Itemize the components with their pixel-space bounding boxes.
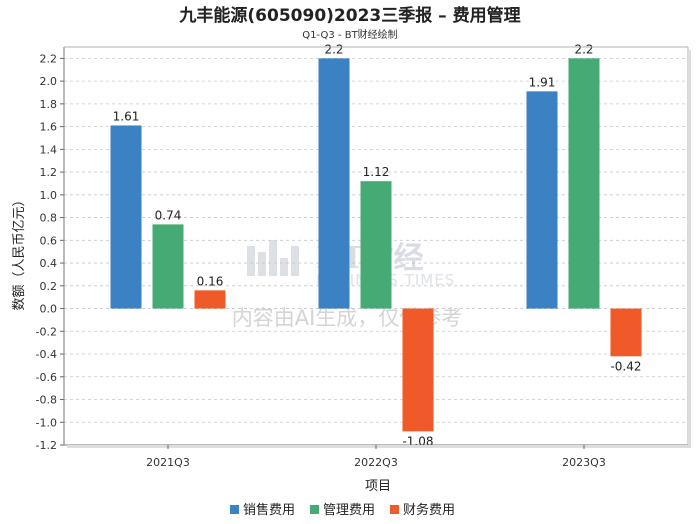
data-labels: 1.610.740.162.21.12-1.081.912.2-0.42 <box>113 42 642 448</box>
bars <box>110 58 642 432</box>
watermark-logo-mark <box>247 240 299 276</box>
y-tick-label: -0.4 <box>36 348 57 361</box>
data-label: 1.61 <box>113 109 140 123</box>
chart-title: 九丰能源(605090)2023三季报 – 费用管理 <box>178 5 520 26</box>
legend-swatch <box>390 505 399 514</box>
legend-label: 财务费用 <box>403 502 455 518</box>
y-tick-label: 0.0 <box>40 303 58 316</box>
data-label: -0.42 <box>610 359 641 373</box>
plot-shadow-right <box>688 50 691 448</box>
bar <box>610 308 642 357</box>
y-tick-label: -0.2 <box>36 325 57 338</box>
data-label: 0.16 <box>197 274 224 288</box>
plot-shadow-bottom <box>67 445 691 448</box>
data-label: 1.91 <box>529 75 556 89</box>
x-tick-label: 2022Q3 <box>354 456 398 469</box>
y-tick-label: 2.0 <box>40 75 58 88</box>
y-tick-label: -0.8 <box>36 394 57 407</box>
x-tick-label: 2021Q3 <box>146 456 190 469</box>
y-tick-label: -1.2 <box>36 439 57 452</box>
y-tick-label: 1.8 <box>40 98 58 111</box>
data-label: 2.2 <box>324 42 343 56</box>
x-tick-label: 2023Q3 <box>562 456 606 469</box>
data-label: 1.12 <box>363 165 390 179</box>
bar <box>402 308 434 432</box>
y-axis-ticks: 2.2 2.0 1.8 1.6 1.4 1.2 1.0 0.8 0.6 0.4 0.2 0.0 -0.2… <box>36 52 64 452</box>
bar <box>360 181 392 309</box>
y-tick-label: 0.2 <box>40 280 58 293</box>
y-tick-label: 1.4 <box>40 143 58 156</box>
y-tick-label: 1.2 <box>40 166 58 179</box>
bar <box>568 58 600 309</box>
legend: 销售费用 管理费用 财务费用 <box>230 502 455 518</box>
x-axis-title: 项目 <box>365 479 391 494</box>
y-tick-label: -0.6 <box>36 371 57 384</box>
bar <box>194 290 226 309</box>
y-tick-label: -1.0 <box>36 416 57 429</box>
legend-label: 管理费用 <box>323 503 375 518</box>
legend-swatch <box>310 505 319 514</box>
legend-swatch <box>230 505 239 514</box>
x-axis-ticks: 2021Q3 2022Q3 2023Q3 <box>146 445 606 469</box>
y-tick-label: 0.8 <box>40 212 58 225</box>
bar <box>526 91 558 309</box>
bar <box>152 224 184 309</box>
legend-label: 销售费用 <box>243 502 295 518</box>
bar <box>318 58 350 309</box>
y-tick-label: 1.0 <box>40 189 58 202</box>
data-label: 0.74 <box>155 208 182 222</box>
y-tick-label: 0.6 <box>40 234 58 247</box>
data-label: 2.2 <box>574 42 593 56</box>
chart-subtitle: Q1-Q3 - BT财经绘制 <box>302 28 397 41</box>
y-tick-label: 1.6 <box>40 121 58 134</box>
y-tick-label: 0.4 <box>40 257 58 270</box>
y-tick-label: 2.2 <box>40 52 58 65</box>
bar <box>110 125 142 309</box>
y-axis-title: 数额（人民币亿元） <box>12 193 27 310</box>
